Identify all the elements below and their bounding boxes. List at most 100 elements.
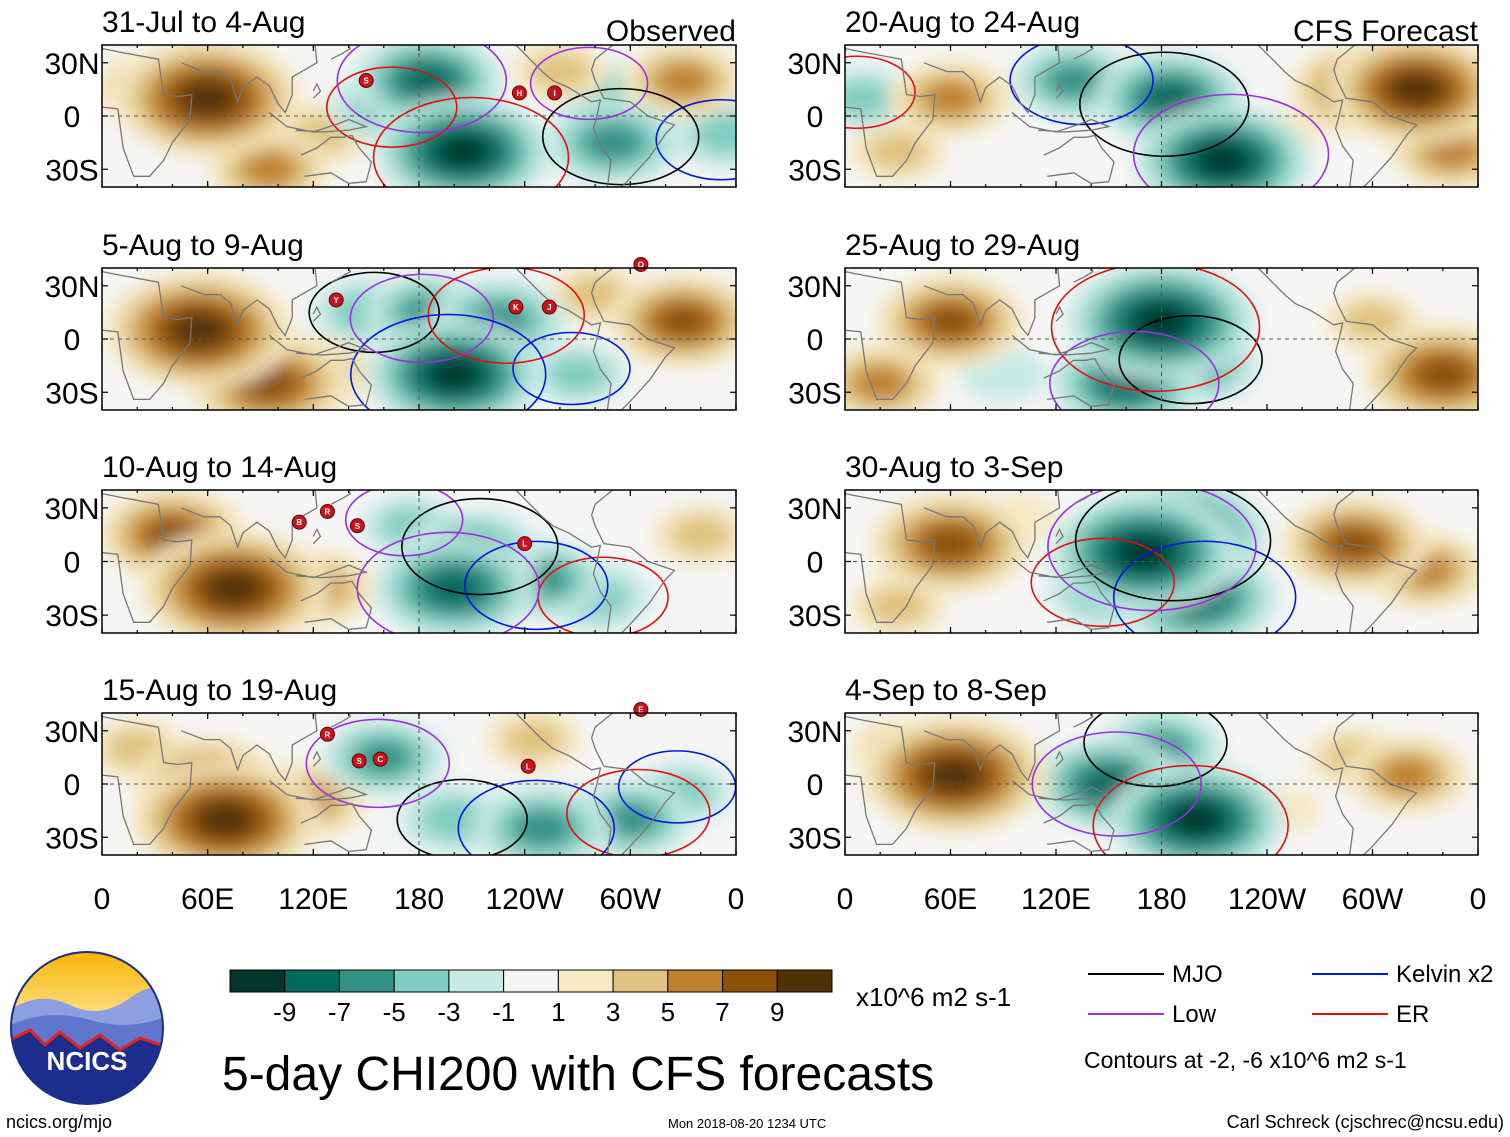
coastline xyxy=(1055,750,1064,767)
coastline xyxy=(845,492,936,623)
contour-line xyxy=(325,66,458,148)
field-blob xyxy=(180,81,235,116)
panel-date-label: 15-Aug to 19-Aug xyxy=(102,674,337,707)
column-label: Observed xyxy=(606,15,736,48)
field-blob xyxy=(419,797,489,842)
panel-obs-4: R S C L E 30N 0 30S 15-Aug to 19-Aug xyxy=(44,674,737,856)
field-blob xyxy=(503,720,564,759)
contour-line xyxy=(1132,93,1330,187)
contour-note: Contours at -2, -6 x10^6 m2 s-1 xyxy=(1084,1047,1407,1073)
x-tick-label: 0 xyxy=(837,883,854,916)
colorbar-tick-label: 7 xyxy=(715,997,729,1027)
colorbar-swatch xyxy=(284,969,340,993)
field-blob xyxy=(845,79,894,118)
coastline xyxy=(1011,111,1112,133)
field-blob xyxy=(1134,304,1189,339)
y-tick-label: 0 xyxy=(64,547,81,580)
panel-date-label: 30-Aug to 3-Sep xyxy=(845,451,1063,484)
storm-label: B xyxy=(296,518,302,527)
field-blob xyxy=(921,525,980,562)
colorbar-tick-label: -5 xyxy=(383,997,406,1027)
coastline xyxy=(312,305,322,322)
panel-obs-3: B R S L 30N 0 30S 10-Aug to 14-Aug xyxy=(44,451,737,634)
tropical-storm-icon: C xyxy=(372,751,388,767)
contour-line xyxy=(655,98,736,181)
coastline xyxy=(1055,527,1064,545)
coastline xyxy=(923,713,1061,782)
contour-line xyxy=(356,531,540,633)
storm-label: O xyxy=(638,260,644,269)
storm-label: Y xyxy=(334,296,340,305)
panel-date-label: 4-Sep to 8-Sep xyxy=(845,674,1047,707)
field-blob xyxy=(1171,803,1222,836)
storm-label: C xyxy=(377,755,383,764)
coastline xyxy=(300,580,373,631)
contour-line xyxy=(372,96,570,187)
x-tick-label: 0 xyxy=(728,883,745,916)
tropical-storm-icon: S xyxy=(358,73,374,88)
panel-ticks xyxy=(101,268,737,410)
y-tick-label: 30N xyxy=(44,271,99,304)
panel-ticks xyxy=(101,45,737,187)
contour-line xyxy=(308,271,440,354)
y-tick-label: 0 xyxy=(807,324,824,357)
coastline xyxy=(1257,268,1418,410)
tropical-storm-icon: S xyxy=(349,518,365,534)
panel-ticks xyxy=(101,713,737,855)
panel-date-label: 31-Jul to 4-Aug xyxy=(102,6,305,39)
coastline xyxy=(312,82,322,99)
y-tick-label: 0 xyxy=(64,101,81,134)
coastlines xyxy=(102,45,676,187)
tropical-storm-icon: H xyxy=(511,85,527,101)
contour-legend: MJO Kelvin x2 Low ER xyxy=(1088,961,1493,1028)
storm-label: I xyxy=(553,89,555,98)
coastline xyxy=(1257,713,1418,855)
x-tick-label: 0 xyxy=(94,883,111,916)
figure-title: 5-day CHI200 with CFS forecasts xyxy=(222,1048,934,1101)
panel-fc-1: 30N 0 30S 20-Aug to 24-Aug CFS Forecast xyxy=(787,6,1479,188)
contour-line xyxy=(1049,330,1220,410)
coastline xyxy=(181,268,318,337)
y-tick-label: 30S xyxy=(788,154,841,187)
y-tick-label: 30N xyxy=(787,716,842,749)
colorbar: -9 -7 -5 -3 -1 1 3 5 7 9 xyxy=(229,969,833,1027)
panel-ticks xyxy=(844,713,1479,855)
field-blob xyxy=(437,135,489,168)
x-tick-label: 120W xyxy=(485,883,564,916)
coastline xyxy=(1043,580,1115,631)
y-tick-label: 30N xyxy=(44,716,99,749)
contour-line xyxy=(512,331,631,406)
coastline xyxy=(1073,45,1094,60)
panel-fc-4: 30N 0 30S 4-Sep to 8-Sep xyxy=(787,674,1479,856)
contour-line xyxy=(401,497,559,596)
panel-date-label: 10-Aug to 14-Aug xyxy=(102,451,337,484)
y-tick-label: 30S xyxy=(45,154,98,187)
storm-label: L xyxy=(526,762,531,771)
coastline xyxy=(312,750,322,767)
legend-label: Low xyxy=(1172,1001,1217,1028)
tropical-storm-icon: E xyxy=(633,701,649,717)
tropical-storm-icon: L xyxy=(520,758,536,774)
field-blob xyxy=(428,358,480,391)
y-tick-label: 0 xyxy=(64,769,81,802)
map-panels: S H I 30N 0 30S 31-Jul to 4-Aug Observed 30N 0 30S… xyxy=(44,6,1479,856)
contour-line xyxy=(566,768,711,855)
colorbar-units: x10^6 m2 s-1 xyxy=(856,982,1011,1012)
coastline xyxy=(330,713,352,728)
panel-ticks xyxy=(844,490,1479,633)
y-tick-label: 30N xyxy=(44,48,99,81)
coastline xyxy=(515,45,676,187)
coastline xyxy=(268,111,369,133)
x-tick-label: 60W xyxy=(1342,883,1404,916)
coastline xyxy=(1043,357,1115,408)
colorbar-tick-label: -9 xyxy=(273,997,296,1027)
chi200-field xyxy=(102,45,736,187)
y-tick-label: 30S xyxy=(788,600,841,633)
contours xyxy=(1049,268,1263,410)
chi200-field xyxy=(845,45,1478,187)
contour-line xyxy=(1118,314,1263,405)
coastline xyxy=(1055,305,1064,322)
storm-label: S xyxy=(355,522,361,531)
contour-line xyxy=(463,540,609,631)
y-tick-label: 30S xyxy=(45,377,98,410)
